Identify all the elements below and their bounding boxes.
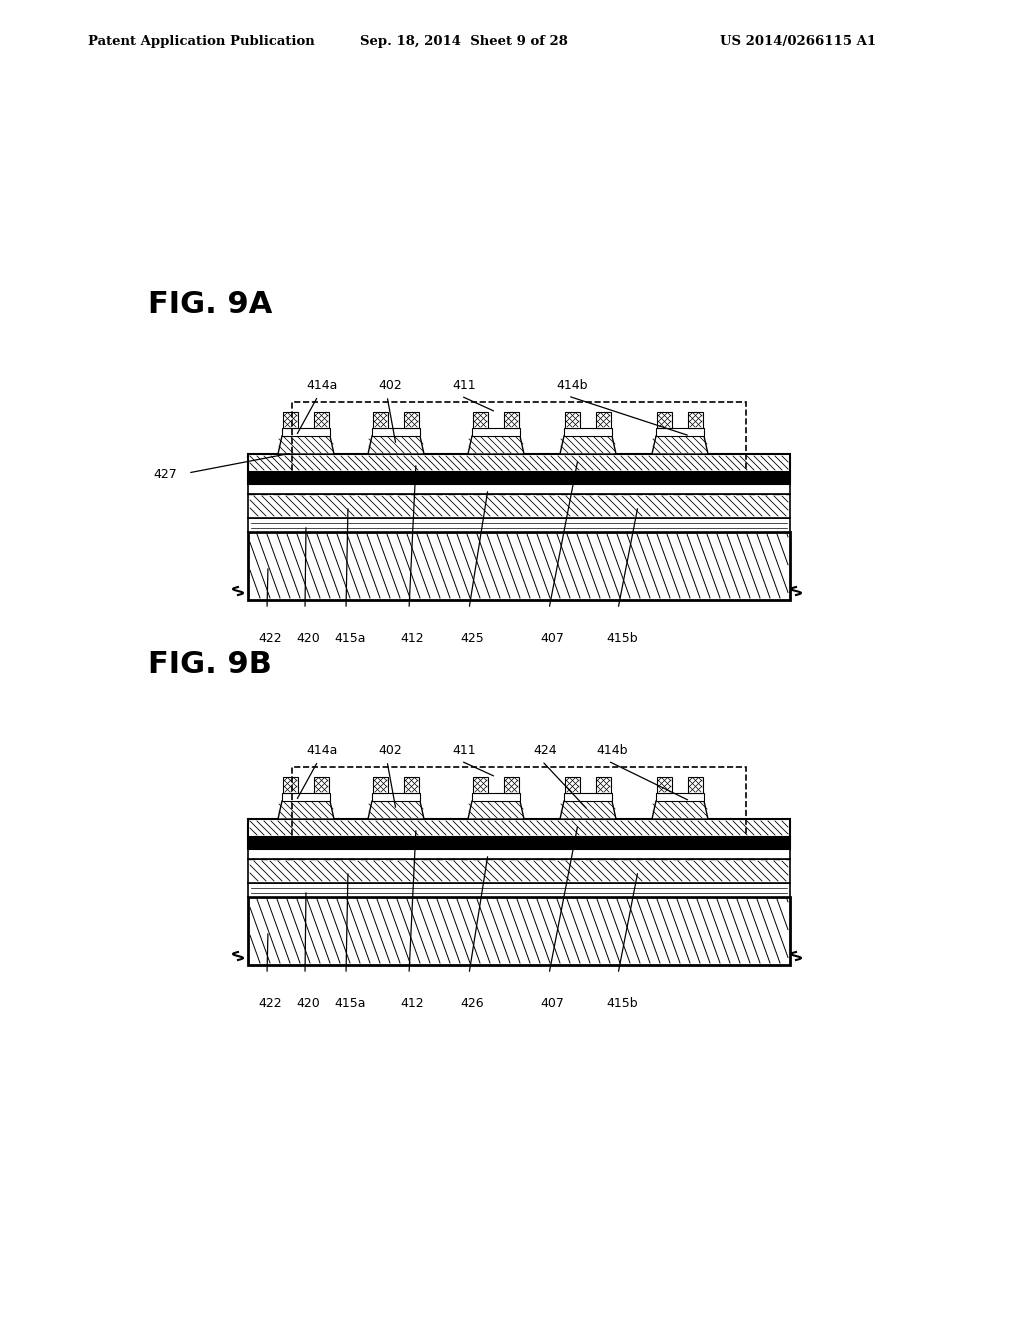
Text: FIG. 9A: FIG. 9A <box>148 290 272 319</box>
Polygon shape <box>368 801 424 818</box>
Bar <box>282 428 330 436</box>
Text: Sep. 18, 2014  Sheet 9 of 28: Sep. 18, 2014 Sheet 9 of 28 <box>360 36 568 48</box>
Text: 402: 402 <box>378 379 401 392</box>
Bar <box>248 883 790 898</box>
Text: 420: 420 <box>296 997 319 1010</box>
Bar <box>283 777 298 793</box>
Bar <box>373 412 388 428</box>
Text: 415b: 415b <box>606 997 638 1010</box>
Bar <box>657 412 672 428</box>
Bar <box>248 849 790 859</box>
Bar <box>564 793 612 801</box>
Bar <box>248 837 790 849</box>
Bar <box>248 859 790 883</box>
Text: 415b: 415b <box>606 632 638 645</box>
Bar <box>688 412 703 428</box>
Bar <box>404 412 419 428</box>
Bar <box>473 777 488 793</box>
Text: 420: 420 <box>296 632 319 645</box>
Text: 425: 425 <box>460 632 483 645</box>
Polygon shape <box>468 801 524 818</box>
Bar <box>565 412 580 428</box>
Bar <box>596 777 611 793</box>
Polygon shape <box>468 436 524 454</box>
Bar <box>504 412 519 428</box>
Text: 411: 411 <box>452 379 475 392</box>
Bar <box>472 793 520 801</box>
Bar <box>248 532 790 601</box>
Text: 424: 424 <box>534 744 557 756</box>
Bar <box>656 793 705 801</box>
Polygon shape <box>560 436 616 454</box>
Bar <box>292 767 746 840</box>
Text: 422: 422 <box>258 632 282 645</box>
Text: 411: 411 <box>452 744 475 756</box>
Polygon shape <box>652 801 708 818</box>
Bar <box>292 403 746 474</box>
Polygon shape <box>278 801 334 818</box>
Bar <box>248 494 790 517</box>
Bar <box>372 793 420 801</box>
Text: 407: 407 <box>540 632 564 645</box>
Text: 426: 426 <box>460 997 483 1010</box>
Bar <box>248 473 790 484</box>
Bar <box>248 454 790 473</box>
Bar <box>565 777 580 793</box>
Bar <box>314 412 329 428</box>
Polygon shape <box>278 436 334 454</box>
Text: 415a: 415a <box>334 632 366 645</box>
Text: 422: 422 <box>258 997 282 1010</box>
Bar <box>283 412 298 428</box>
Text: 412: 412 <box>400 632 424 645</box>
Text: 427: 427 <box>153 469 177 482</box>
Bar <box>248 517 790 532</box>
Polygon shape <box>652 436 708 454</box>
Bar <box>248 484 790 494</box>
Text: 414b: 414b <box>596 744 628 756</box>
Text: 412: 412 <box>400 997 424 1010</box>
Text: 414b: 414b <box>556 379 588 392</box>
Bar <box>372 428 420 436</box>
Bar <box>314 777 329 793</box>
Polygon shape <box>368 436 424 454</box>
Text: 407: 407 <box>540 997 564 1010</box>
Text: 414a: 414a <box>306 379 337 392</box>
Polygon shape <box>560 801 616 818</box>
Bar <box>656 428 705 436</box>
Bar <box>404 777 419 793</box>
Bar <box>504 777 519 793</box>
Bar <box>657 777 672 793</box>
Text: Patent Application Publication: Patent Application Publication <box>88 36 314 48</box>
Bar <box>248 818 790 837</box>
Bar <box>282 793 330 801</box>
Bar <box>373 777 388 793</box>
Bar <box>472 428 520 436</box>
Bar <box>473 412 488 428</box>
Text: US 2014/0266115 A1: US 2014/0266115 A1 <box>720 36 877 48</box>
Bar <box>248 898 790 965</box>
Text: FIG. 9B: FIG. 9B <box>148 649 272 678</box>
Text: 415a: 415a <box>334 997 366 1010</box>
Bar <box>564 428 612 436</box>
Bar <box>596 412 611 428</box>
Bar <box>688 777 703 793</box>
Text: 414a: 414a <box>306 744 337 756</box>
Text: 402: 402 <box>378 744 401 756</box>
